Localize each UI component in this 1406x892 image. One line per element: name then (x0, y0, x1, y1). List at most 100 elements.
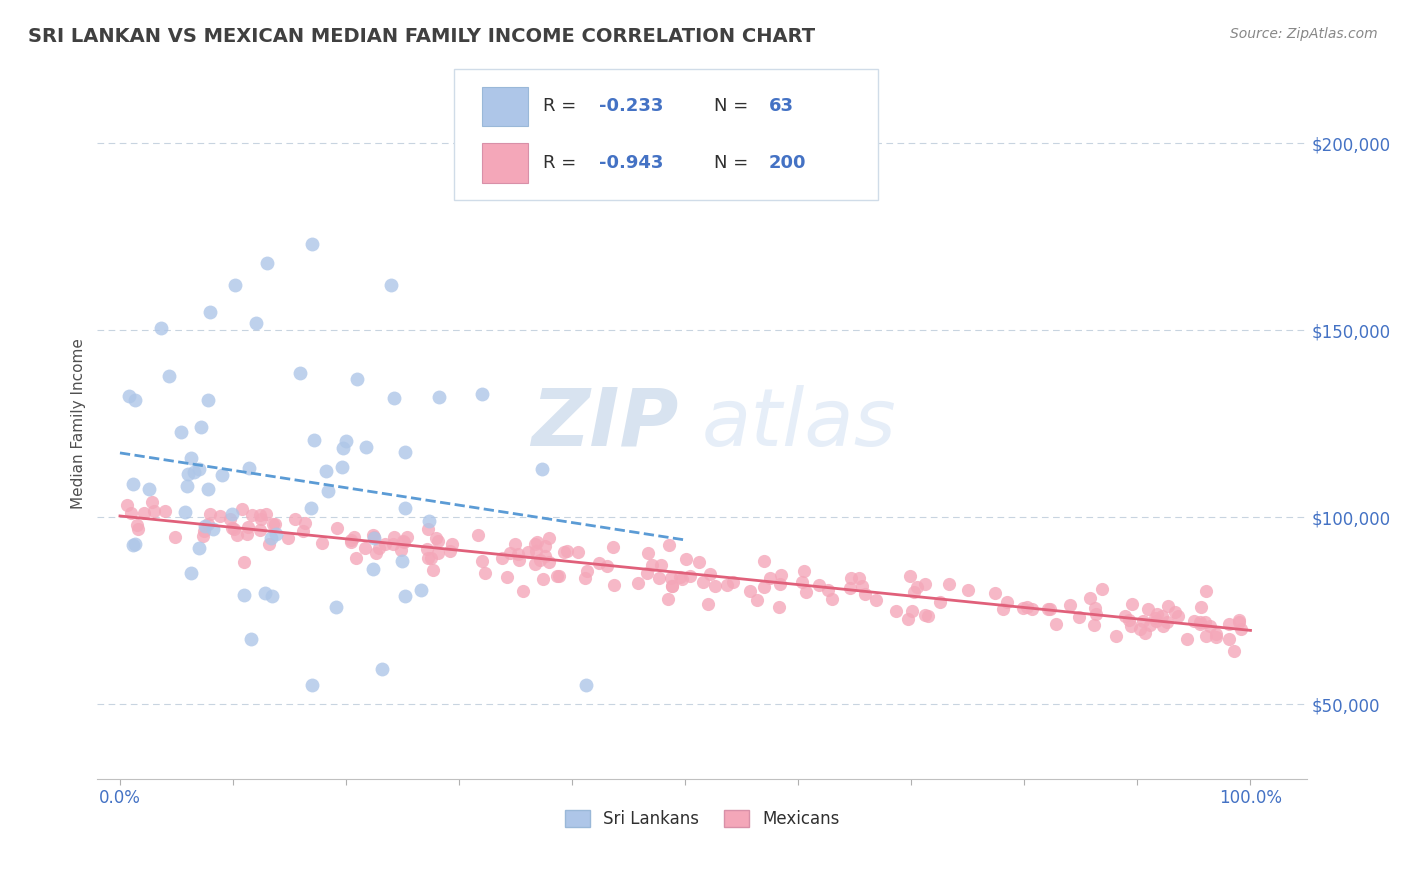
Point (153, 504, 176, 518)
Point (1139, 618, 1161, 632)
Point (526, 535, 548, 549)
Point (236, 527, 259, 541)
Text: R =: R = (543, 97, 576, 115)
Point (124, 392, 146, 407)
Point (361, 527, 384, 541)
Point (1017, 600, 1039, 615)
Point (546, 569, 568, 583)
Point (792, 574, 814, 589)
Point (188, 462, 211, 476)
Point (193, 524, 215, 538)
Text: SRI LANKAN VS MEXICAN MEDIAN FAMILY INCOME CORRELATION CHART: SRI LANKAN VS MEXICAN MEDIAN FAMILY INCO… (28, 27, 815, 45)
Point (394, 589, 416, 603)
Point (224, 522, 246, 536)
Point (373, 537, 395, 551)
Point (225, 528, 247, 542)
Point (530, 461, 553, 475)
Point (177, 467, 200, 482)
Point (368, 541, 391, 555)
Point (264, 526, 287, 541)
Text: Source: ZipAtlas.com: Source: ZipAtlas.com (1230, 27, 1378, 41)
Text: ZIP: ZIP (530, 384, 678, 463)
Point (1189, 600, 1212, 615)
Point (197, 393, 219, 408)
Point (1146, 607, 1168, 621)
Point (115, 498, 138, 512)
Point (315, 464, 337, 478)
Point (391, 554, 413, 568)
Point (865, 592, 887, 607)
Point (903, 585, 925, 599)
Point (1121, 597, 1143, 611)
Point (491, 551, 513, 566)
Point (768, 599, 790, 614)
Point (1078, 591, 1101, 605)
Point (637, 546, 659, 560)
Text: -0.943: -0.943 (599, 154, 664, 172)
Point (769, 577, 792, 591)
Point (409, 582, 432, 597)
Point (671, 572, 693, 586)
Point (211, 468, 233, 483)
Point (796, 585, 818, 599)
Point (361, 561, 384, 575)
Point (1227, 615, 1250, 629)
Point (127, 522, 149, 536)
Point (696, 598, 718, 612)
Point (277, 531, 299, 545)
Point (537, 555, 560, 569)
Point (754, 580, 776, 594)
Point (917, 608, 939, 623)
Point (1167, 609, 1189, 624)
Point (506, 547, 529, 561)
Point (224, 278, 246, 293)
Point (1218, 632, 1240, 647)
Text: R =: R = (543, 154, 576, 172)
Point (249, 508, 271, 522)
Point (574, 571, 596, 585)
Point (256, 256, 278, 270)
Point (596, 559, 619, 574)
Point (658, 538, 681, 552)
Point (884, 604, 907, 618)
Point (661, 578, 683, 592)
Point (134, 506, 156, 520)
Point (740, 584, 762, 599)
Point (249, 512, 271, 526)
Point (238, 460, 260, 475)
Point (284, 512, 307, 526)
Point (1195, 629, 1218, 643)
Point (523, 557, 546, 571)
Point (928, 595, 950, 609)
Point (648, 571, 671, 585)
Point (122, 538, 145, 552)
Point (1194, 615, 1216, 629)
Point (363, 530, 385, 544)
Point (661, 578, 683, 592)
Point (793, 564, 815, 578)
Point (769, 567, 792, 582)
Point (262, 517, 284, 532)
Point (219, 512, 242, 526)
Point (807, 577, 830, 591)
Point (427, 534, 450, 549)
Point (1157, 599, 1180, 614)
Point (641, 558, 664, 572)
Point (163, 530, 186, 544)
Point (1118, 613, 1140, 627)
Point (382, 537, 405, 551)
Point (221, 507, 243, 521)
Point (703, 579, 725, 593)
Point (1156, 615, 1178, 630)
Point (257, 537, 280, 551)
Point (363, 531, 385, 545)
Point (197, 516, 219, 531)
Point (721, 574, 744, 589)
Point (1129, 622, 1152, 636)
Point (294, 516, 316, 530)
Text: -0.233: -0.233 (599, 97, 664, 115)
Point (817, 582, 839, 597)
Point (335, 434, 357, 448)
Point (938, 577, 960, 591)
Point (187, 541, 209, 556)
